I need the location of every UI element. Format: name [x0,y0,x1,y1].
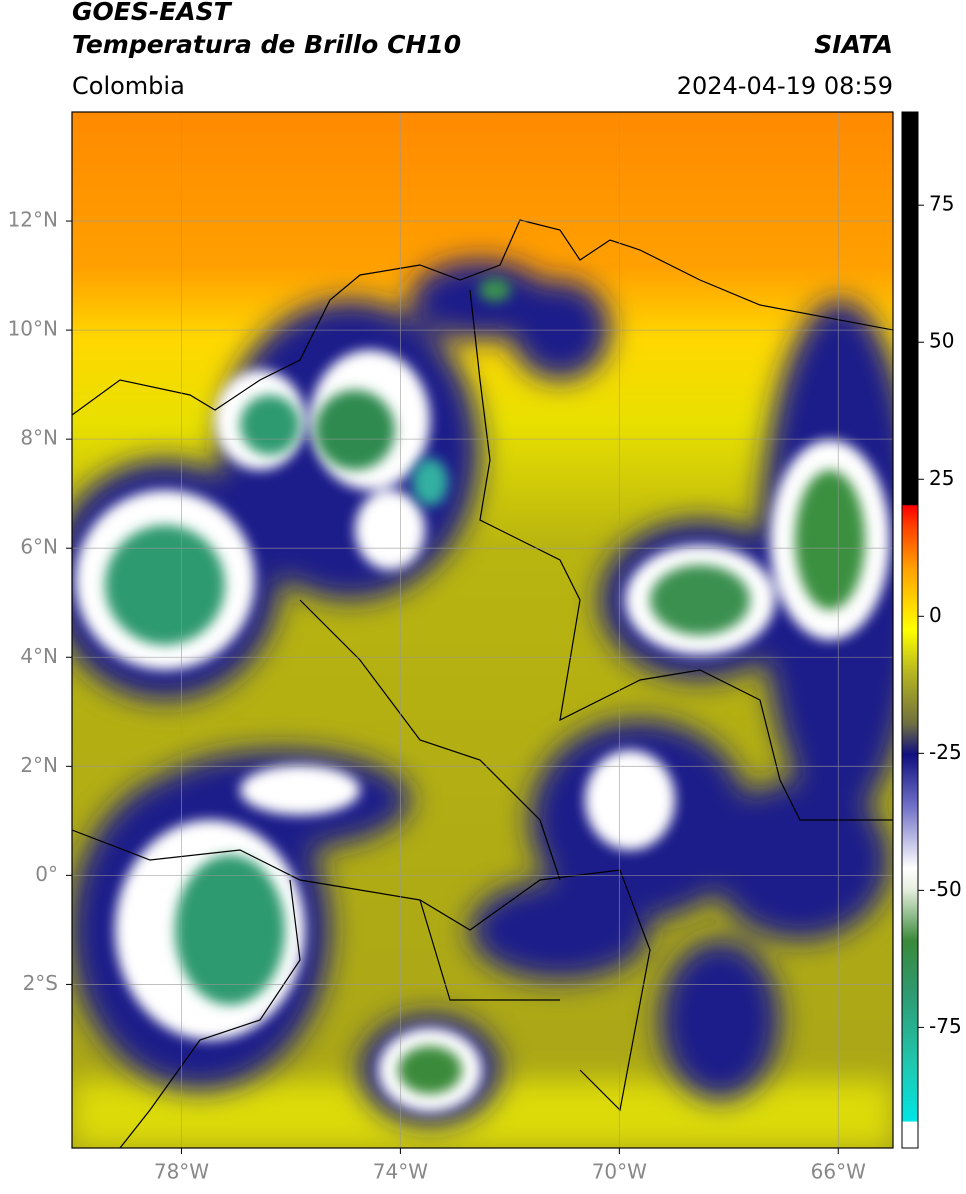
colorbar-tick-label: 75 [929,192,954,216]
source: SIATA [814,30,893,59]
x-tick-label: 78°W [154,1160,209,1184]
y-tick-label: 2°N [20,753,58,777]
colorbar-tick-label: 25 [929,466,954,490]
graticule [72,112,893,1148]
y-tick-label: 2°S [23,971,58,995]
colorbar-tick-label: 50 [929,329,954,353]
title-line2: Temperatura de Brillo CH10 [72,30,461,59]
y-tick-label: 8°N [20,426,58,450]
cloud-tops-green [105,278,865,1094]
timestamp: 2024-04-19 08:59 [677,72,893,100]
y-tick-label: 10°N [8,317,58,341]
y-tick-label: 6°N [20,535,58,559]
map-frame [71,111,894,1149]
colorbar-tick-label: -25 [929,740,962,764]
x-tick-label: 74°W [373,1160,428,1184]
x-tick-label: 70°W [592,1160,647,1184]
region: Colombia [72,72,185,100]
colorbar-tick-label: -50 [929,877,962,901]
borders [72,219,893,1148]
title-line1: GOES-EAST [72,0,233,26]
x-tick-label: 66°W [811,1160,866,1184]
y-tick-label: 4°N [20,644,58,668]
y-tick-label: 0° [35,862,58,886]
colorbar-tick-label: 0 [929,603,942,627]
y-tick-label: 12°N [8,208,58,232]
satellite-image [72,112,893,1148]
colorbar [901,111,919,1149]
colorbar-tick-label: -75 [929,1014,962,1038]
